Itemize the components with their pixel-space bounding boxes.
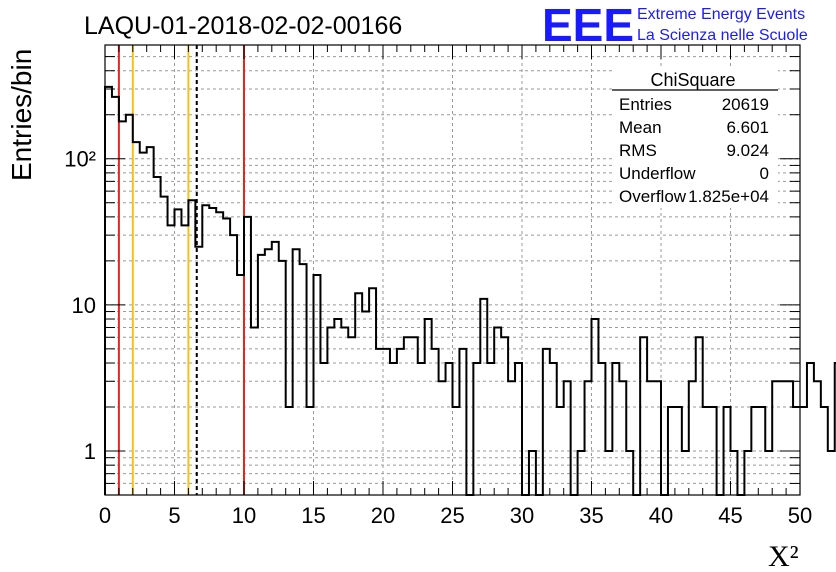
stats-value: 1.825e+04 xyxy=(688,187,769,206)
stats-label: Mean xyxy=(619,118,662,137)
stats-label: Underflow xyxy=(619,164,696,183)
x-tick-label: 50 xyxy=(788,503,812,528)
stats-value: 6.601 xyxy=(726,118,769,137)
stats-label: RMS xyxy=(619,141,657,160)
x-tick-label: 35 xyxy=(579,503,603,528)
axis-ticks xyxy=(104,44,801,496)
stats-value: 20619 xyxy=(722,95,769,114)
x-tick-label: 20 xyxy=(371,503,395,528)
y-tick-label: 10 xyxy=(72,293,96,318)
stats-box: ChiSquare Entries 20619 Mean 6.601 RMS 9.024 U… xyxy=(612,68,778,208)
grid-lines xyxy=(105,45,800,495)
x-tick-label: 40 xyxy=(649,503,673,528)
stats-box-background xyxy=(612,68,778,208)
stats-box-header: ChiSquare xyxy=(650,70,735,90)
histogram-line xyxy=(104,85,836,496)
x-tick-label: 0 xyxy=(99,503,111,528)
histogram-series xyxy=(104,85,836,496)
logo-line-2: La Scienza nelle Scuole xyxy=(637,27,808,44)
stats-label: Entries xyxy=(619,95,672,114)
eee-logo: EEE Extreme Energy Events La Scienza nel… xyxy=(542,0,808,51)
y-tick-labels: 1 10 10² xyxy=(64,147,96,464)
x-tick-labels: 0 5 10 15 20 25 30 35 40 45 50 xyxy=(99,503,812,528)
x-tick-label: 15 xyxy=(301,503,325,528)
stats-value: 9.024 xyxy=(726,141,769,160)
x-tick-label: 25 xyxy=(440,503,464,528)
reference-lines xyxy=(117,45,245,495)
stats-label: Overflow xyxy=(619,187,687,206)
y-tick-label: 10² xyxy=(64,147,96,172)
x-tick-label: 10 xyxy=(232,503,256,528)
x-tick-label: 5 xyxy=(168,503,180,528)
logo-line-1: Extreme Energy Events xyxy=(637,6,805,23)
stats-rows: Entries 20619 Mean 6.601 RMS 9.024 Underflow 0 O… xyxy=(619,95,769,206)
x-tick-label: 45 xyxy=(718,503,742,528)
y-tick-label: 1 xyxy=(84,439,96,464)
y-axis-label: Entries/bin xyxy=(6,49,37,181)
chart-title: LAQU-01-2018-02-02-00166 xyxy=(84,12,402,40)
x-tick-label: 30 xyxy=(510,503,534,528)
x-axis-label: X² xyxy=(768,540,799,572)
stats-value: 0 xyxy=(760,164,769,183)
eee-logo-mark: EEE xyxy=(542,0,634,51)
